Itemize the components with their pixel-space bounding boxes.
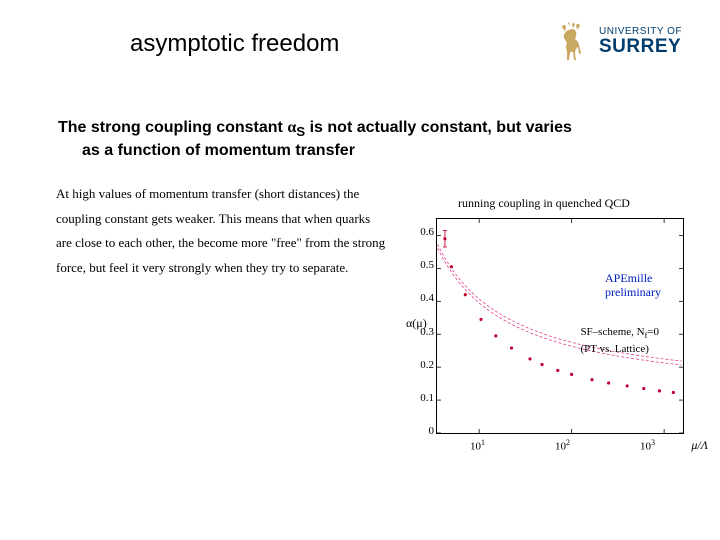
xtick-3: 103 [640,438,655,453]
ytick-2: 0.2 [418,359,434,371]
stmt-part1: The strong coupling constant [58,119,287,136]
ytick-5: 0.5 [418,259,434,271]
stmt-line2: as a function of momentum transfer [58,141,355,162]
stmt-part2: is not actually constant, but varies [305,119,572,136]
slide-title: asymptotic freedom [130,30,339,58]
chart-xlabel: μ/Λ [691,438,708,453]
chart-annotation-1: APEmillepreliminary [605,271,661,300]
ytick-4: 0.4 [418,292,434,304]
alpha-subscript: S [296,124,305,139]
logo-line2: SURREY [599,37,682,57]
xtick-2: 102 [555,438,570,453]
xtick-1: 101 [470,438,485,453]
body-paragraph: At high values of momentum transfer (sho… [56,182,386,281]
university-logo: UNIVERSITY OF SURREY [557,22,682,62]
ytick-6: 0.6 [418,226,434,238]
chart-annotation-2: SF–scheme, Nf=0 (PT vs. Lattice) [580,325,659,356]
ytick-1: 0.1 [418,392,434,404]
ytick-0: 0 [418,425,434,437]
chart-title: running coupling in quenched QCD [458,196,630,211]
ytick-3: 0.3 [418,326,434,338]
alpha-symbol: α [287,119,296,136]
plot-frame: APEmillepreliminary SF–scheme, Nf=0 (PT … [436,218,684,434]
main-statement: The strong coupling constant αS is not a… [58,118,670,161]
chart: running coupling in quenched QCD α(μ) 0 … [410,196,706,451]
stag-icon [557,22,591,62]
